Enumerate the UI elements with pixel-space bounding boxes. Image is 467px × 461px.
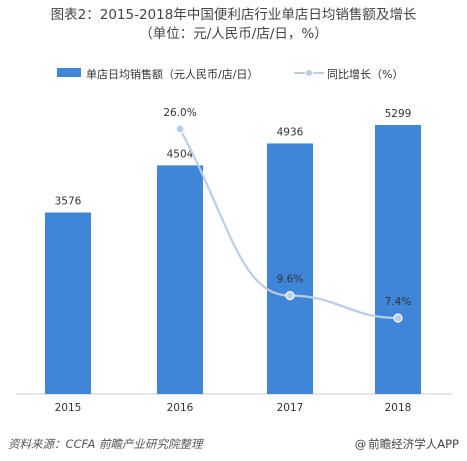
- legend-line-label: 同比增长（%）: [327, 68, 404, 81]
- growth-label-2018: 7.4%: [385, 296, 412, 308]
- bar-value-label-2016: 4504: [167, 148, 194, 160]
- growth-label-2016: 26.0%: [163, 107, 196, 119]
- chart-title-line2: （单位：元/人民币/店/日，%）: [139, 26, 328, 42]
- chart-title: 图表2：2015-2018年中国便利店行业单店日均销售额及增长 （单位：元/人民…: [0, 6, 467, 44]
- bar-2018: [375, 125, 421, 394]
- brand-credit: @ 前瞻经济学人APP: [355, 436, 459, 452]
- legend-bar-swatch: [57, 68, 81, 77]
- chart-title-line1: 图表2：2015-2018年中国便利店行业单店日均销售额及增长: [50, 7, 417, 23]
- brand-name: 前瞻经济学人APP: [368, 437, 459, 451]
- x-tick-label-2017: 2017: [277, 402, 304, 414]
- x-tick-label-2016: 2016: [167, 402, 194, 414]
- bar-2016: [157, 165, 203, 394]
- growth-line: [179, 128, 399, 320]
- bar-value-label-2018: 5299: [385, 108, 412, 120]
- x-tick-label-2015: 2015: [55, 402, 82, 414]
- legend-bar-label: 单店日均销售额（元人民币/店/日）: [86, 68, 259, 81]
- legend-line-swatch: [294, 69, 324, 77]
- bar-2015: [45, 212, 91, 394]
- at-sign: @: [354, 437, 367, 451]
- bar-2017: [267, 143, 313, 394]
- x-tick-label-2018: 2018: [385, 402, 412, 414]
- legend: 单店日均销售额（元人民币/店/日） 同比增长（%）: [0, 66, 467, 81]
- growth-point-2017: [285, 291, 295, 301]
- bar-value-label-2017: 4936: [277, 126, 304, 138]
- growth-point-2016: [175, 124, 185, 134]
- footer: 资料来源：CCFA 前瞻产业研究院整理 @ 前瞻经济学人APP: [0, 432, 467, 454]
- growth-label-2017: 9.6%: [277, 274, 304, 286]
- bar-value-label-2015: 3576: [55, 195, 82, 207]
- source-note: 资料来源：CCFA 前瞻产业研究院整理: [8, 437, 203, 451]
- growth-point-2018: [393, 313, 403, 323]
